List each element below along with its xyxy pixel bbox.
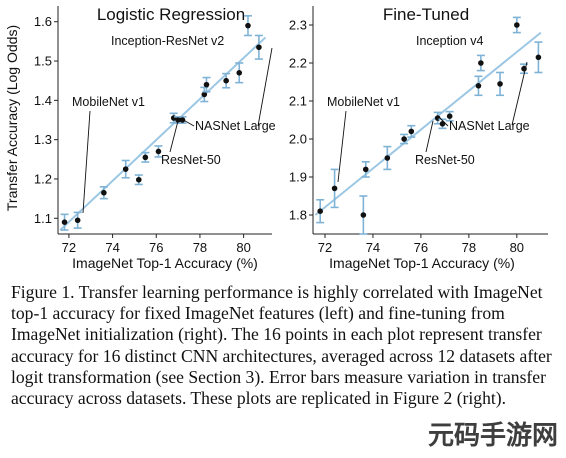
right-data-point xyxy=(360,212,367,218)
left-y-axis-title: Transfer Accuracy (Log Odds) xyxy=(4,25,20,211)
right-data-point xyxy=(317,208,323,214)
left-annotation-resnet50: ResNet-50 xyxy=(161,153,221,167)
right-x-tick-label: 80 xyxy=(510,240,524,255)
left-data-point xyxy=(245,22,251,29)
right-data-point xyxy=(401,136,407,142)
right-y-ticks: 1.8 1.9 2.0 2.1 2.2 2.3 xyxy=(289,18,313,223)
right-panel-title: Fine-Tuned xyxy=(383,5,469,24)
right-data-point xyxy=(446,113,453,119)
right-leader-mobilenet xyxy=(337,110,347,183)
left-y-tick-label: 1.3 xyxy=(34,132,52,147)
left-data-point xyxy=(175,117,181,123)
left-data-point xyxy=(122,166,129,172)
left-x-tick-label: 76 xyxy=(149,240,163,255)
right-annotation-mobilenet: MobileNet v1 xyxy=(327,95,400,109)
left-x-axis-title: ImageNet Top-1 Accuracy (%) xyxy=(72,255,258,271)
right-y-tick-label: 2.2 xyxy=(289,56,307,71)
left-data-point xyxy=(223,77,229,84)
right-annotation-inception-v4: Inception v4 xyxy=(416,34,483,48)
left-annotation-nasnet: NASNet Large xyxy=(195,119,276,133)
right-x-axis-title: ImageNet Top-1 Accuracy (%) xyxy=(329,255,515,271)
left-x-tick-label: 72 xyxy=(62,240,76,255)
watermark-logo: 元码手游网 xyxy=(427,421,558,451)
right-panel: Fine-Tuned 1.8 1.9 2.0 2.1 2.2 2.3 72 74 76 78 80… xyxy=(289,5,548,271)
left-x-tick-label: 78 xyxy=(193,240,207,255)
right-data-point xyxy=(514,22,520,28)
left-annotation-inception-resnet: Inception-ResNet v2 xyxy=(111,34,224,48)
right-fit-line xyxy=(314,31,542,216)
right-x-tick-label: 78 xyxy=(462,240,476,255)
right-data-points xyxy=(316,16,543,235)
right-annotation-resnet50: ResNet-50 xyxy=(415,153,475,167)
left-y-tick-label: 1.2 xyxy=(34,171,52,186)
left-y-tick-label: 1.5 xyxy=(34,54,52,69)
left-y-tick-label: 1.6 xyxy=(34,14,52,29)
left-x-tick-label: 74 xyxy=(105,240,119,255)
left-data-point xyxy=(203,81,210,88)
left-panel-title: Logistic Regression xyxy=(97,5,245,24)
right-leader-nasnet-2 xyxy=(511,61,528,126)
right-leader-resnet50 xyxy=(425,120,434,153)
right-data-point xyxy=(535,54,542,61)
left-x-tick-label: 80 xyxy=(236,240,250,255)
right-y-tick-label: 2.3 xyxy=(289,18,307,33)
left-leader-resnet50 xyxy=(169,120,179,153)
right-data-point xyxy=(362,166,369,173)
left-data-point xyxy=(101,189,107,196)
right-leader-nasnet xyxy=(437,115,449,127)
left-data-point xyxy=(155,148,162,155)
left-data-points xyxy=(60,15,263,231)
left-data-point xyxy=(135,176,142,183)
right-data-point xyxy=(408,128,415,135)
left-annotation-mobilenet: MobileNet v1 xyxy=(72,95,145,109)
left-y-ticks: 1.1 1.2 1.3 1.4 1.5 1.6 xyxy=(34,14,58,226)
right-data-point xyxy=(497,81,503,87)
right-x-tick-label: 76 xyxy=(414,240,428,255)
right-data-point xyxy=(331,185,338,192)
left-leader-mobilenet xyxy=(82,110,91,214)
left-leader-nasnet xyxy=(179,117,195,127)
right-x-ticks: 72 74 76 78 80 xyxy=(318,234,524,255)
right-data-point xyxy=(478,60,484,66)
figure-caption: Figure 1. Transfer learning performance … xyxy=(11,282,552,409)
left-leader-nasnet-2 xyxy=(257,47,273,127)
right-x-tick-label: 72 xyxy=(318,240,332,255)
figure-canvas: Logistic Regression Transfer Accuracy (L… xyxy=(4,5,548,271)
left-data-point xyxy=(256,44,262,51)
right-y-tick-label: 2.0 xyxy=(289,132,307,147)
left-fit-line xyxy=(59,36,267,231)
left-data-point xyxy=(61,219,68,226)
left-data-point xyxy=(74,217,81,224)
left-data-point xyxy=(142,154,149,161)
left-y-tick-label: 1.4 xyxy=(34,93,52,108)
left-data-point xyxy=(236,70,243,76)
right-data-point xyxy=(384,155,391,161)
right-y-tick-label: 1.8 xyxy=(289,208,307,223)
right-y-tick-label: 1.9 xyxy=(289,170,307,185)
left-panel: Logistic Regression Transfer Accuracy (L… xyxy=(4,5,276,271)
left-y-tick-label: 1.1 xyxy=(34,211,52,226)
right-annotation-nasnet: NASNet Large xyxy=(449,119,530,133)
right-y-tick-label: 2.1 xyxy=(289,94,307,109)
right-data-point xyxy=(475,83,482,89)
left-data-point xyxy=(201,91,208,98)
right-x-tick-label: 74 xyxy=(366,240,380,255)
left-x-ticks: 72 74 76 78 80 xyxy=(62,234,251,255)
